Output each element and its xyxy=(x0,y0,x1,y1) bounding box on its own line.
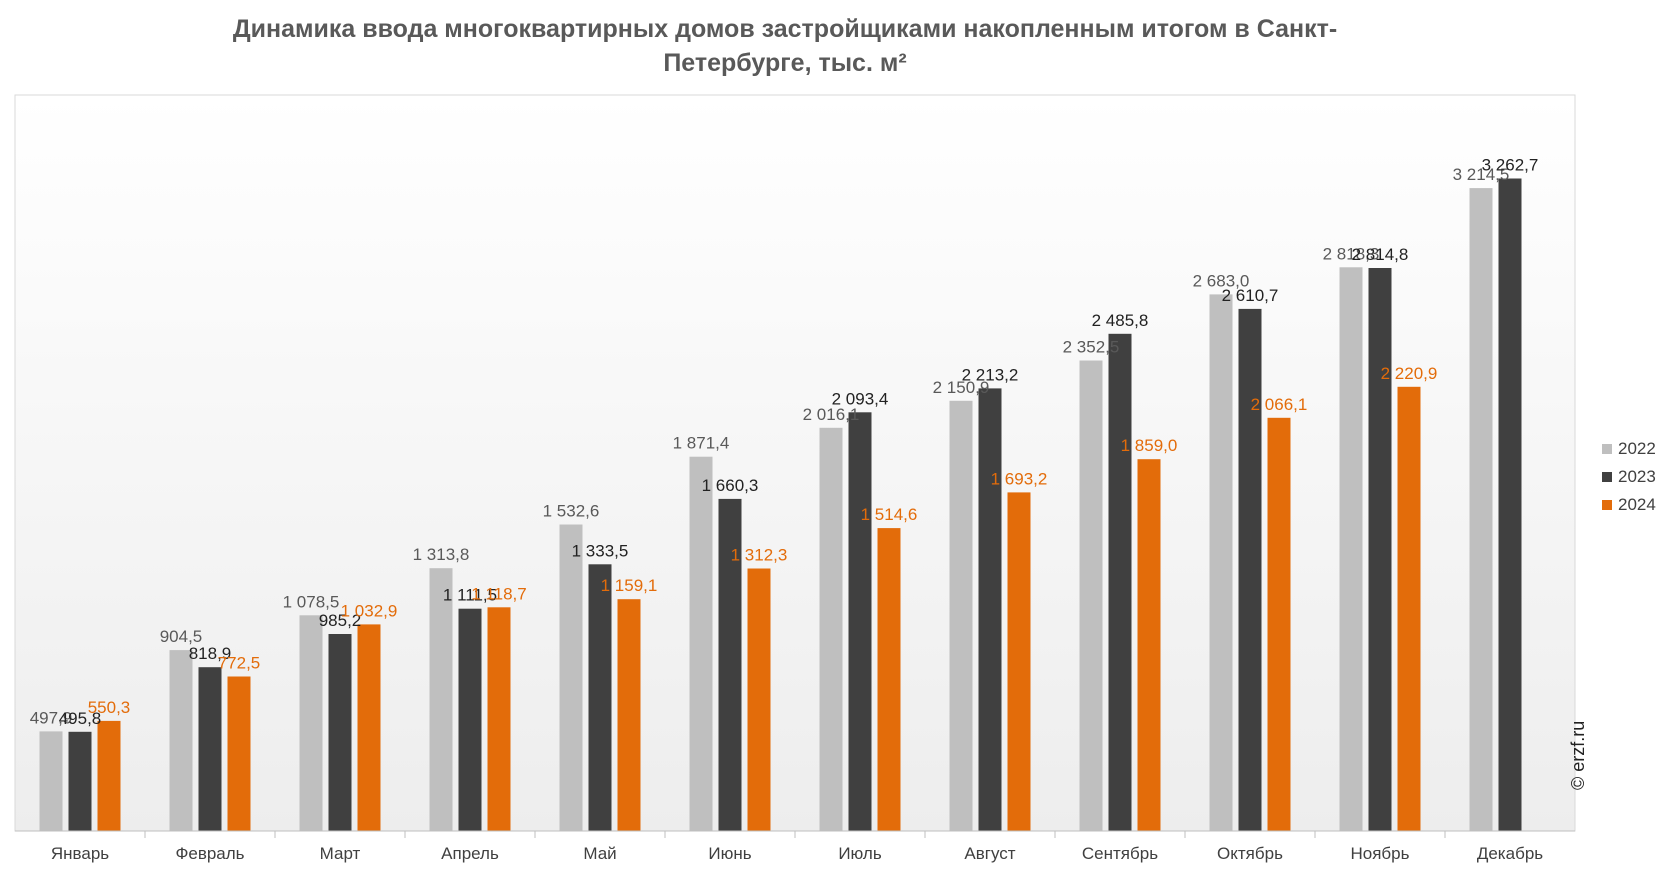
bar-2023 xyxy=(588,564,612,831)
x-tick-label: Март xyxy=(320,844,361,863)
data-label-2023: 1 333,5 xyxy=(572,541,629,560)
bar-2023 xyxy=(1108,333,1132,831)
data-label-2023: 1 660,3 xyxy=(702,476,759,495)
bar-2024 xyxy=(747,568,771,831)
data-label-2023: 818,9 xyxy=(189,644,232,663)
legend-label: 2023 xyxy=(1618,467,1656,486)
bar-2024 xyxy=(97,720,121,831)
x-tick-label: Январь xyxy=(51,844,109,863)
data-label-2024: 1 693,2 xyxy=(991,469,1048,488)
data-label-2024: 1 514,6 xyxy=(861,505,918,524)
bar-2024 xyxy=(357,624,381,831)
bar-2023 xyxy=(1368,268,1392,831)
bar-2023 xyxy=(718,498,742,831)
bar-2023 xyxy=(458,608,482,831)
data-label-2022: 2 016,1 xyxy=(803,405,860,424)
data-label-2022: 904,5 xyxy=(160,627,203,646)
bar-2022 xyxy=(689,456,713,831)
bar-2024 xyxy=(487,607,511,831)
data-label-2023: 2 213,2 xyxy=(962,365,1019,384)
bar-2022 xyxy=(949,400,973,831)
watermark: © erzf.ru xyxy=(1568,720,1588,790)
legend-item-2022: 2022 xyxy=(1602,435,1656,463)
bar-2024 xyxy=(227,676,251,831)
x-tick-label: Сентябрь xyxy=(1082,844,1158,863)
bar-2022 xyxy=(559,524,583,831)
data-label-2024: 772,5 xyxy=(218,654,261,673)
bar-2023 xyxy=(848,412,872,831)
legend-item-2024: 2024 xyxy=(1602,491,1656,519)
bar-2022 xyxy=(429,568,453,831)
data-label-2022: 1 313,8 xyxy=(413,545,470,564)
bar-2022 xyxy=(1469,188,1493,832)
x-tick-label: Ноябрь xyxy=(1351,844,1410,863)
bar-2022 xyxy=(1209,294,1233,831)
bar-2024 xyxy=(617,599,641,831)
x-tick-label: Август xyxy=(964,844,1015,863)
legend-label: 2024 xyxy=(1618,495,1656,514)
legend-swatch xyxy=(1602,444,1612,454)
x-tick-label: Апрель xyxy=(441,844,499,863)
data-label-2024: 1 312,3 xyxy=(731,546,788,565)
bar-2022 xyxy=(39,731,63,831)
bar-2022 xyxy=(819,427,843,831)
data-label-2024: 1 032,9 xyxy=(341,601,398,620)
data-label-2022: 1 532,6 xyxy=(543,502,600,521)
data-label-2022: 2 352,5 xyxy=(1063,338,1120,357)
chart-title: Динамика ввода многоквартирных домов зас… xyxy=(232,15,1338,77)
bar-2024 xyxy=(877,528,901,831)
data-label-2024: 550,3 xyxy=(88,698,131,717)
x-tick-label: Декабрь xyxy=(1477,844,1543,863)
bar-2023 xyxy=(1498,178,1522,831)
x-tick-label: Октябрь xyxy=(1217,844,1283,863)
data-label-2022: 1 871,4 xyxy=(673,434,730,453)
x-tick-label: Май xyxy=(583,844,616,863)
bar-2024 xyxy=(1397,386,1421,831)
data-label-2023: 3 262,7 xyxy=(1482,156,1539,175)
data-label-2023: 2 485,8 xyxy=(1092,311,1149,330)
x-tick-label: Июнь xyxy=(708,844,751,863)
bar-2022 xyxy=(169,650,193,831)
legend: 2022 2023 2024 xyxy=(1602,435,1656,519)
data-label-2022: 2 818,3 xyxy=(1323,244,1380,263)
bar-2023 xyxy=(978,388,1002,831)
data-label-2024: 2 066,1 xyxy=(1251,395,1308,414)
data-label-2024: 1 859,0 xyxy=(1121,436,1178,455)
data-label-2023: 985,2 xyxy=(319,611,362,630)
data-label-2023: 2 814,8 xyxy=(1352,245,1409,264)
legend-item-2023: 2023 xyxy=(1602,463,1656,491)
bar-2024 xyxy=(1007,492,1031,831)
bar-2023 xyxy=(68,731,92,831)
data-label-2023: 495,8 xyxy=(59,709,102,728)
data-label-2024: 2 220,9 xyxy=(1381,364,1438,383)
bar-2022 xyxy=(1079,360,1103,831)
legend-swatch xyxy=(1602,500,1612,510)
x-tick-label: Февраль xyxy=(175,844,244,863)
legend-swatch xyxy=(1602,472,1612,482)
bar-2022 xyxy=(1339,267,1363,831)
plot-area xyxy=(14,94,1576,832)
x-tick-label: Июль xyxy=(838,844,882,863)
bar-2024 xyxy=(1267,417,1291,831)
data-label-2022: 2 683,0 xyxy=(1193,271,1250,290)
data-label-2022: 1 078,5 xyxy=(283,592,340,611)
data-label-2022: 3 214,5 xyxy=(1453,165,1510,184)
bar-2023 xyxy=(328,634,352,831)
data-label-2022: 2 150,9 xyxy=(933,378,990,397)
data-label-2022: 497,9 xyxy=(30,708,73,727)
data-label-2024: 1 159,1 xyxy=(601,576,658,595)
bar-2023 xyxy=(1238,308,1262,831)
bar-2024 xyxy=(1137,459,1161,831)
data-label-2024: 1 118,7 xyxy=(471,584,526,603)
data-label-2023: 2 093,4 xyxy=(832,389,889,408)
data-label-2023: 1 111,5 xyxy=(443,586,497,605)
bar-2022 xyxy=(299,615,323,831)
data-label-2023: 2 610,7 xyxy=(1222,286,1279,305)
bar-2023 xyxy=(198,667,222,831)
legend-label: 2022 xyxy=(1618,439,1656,458)
